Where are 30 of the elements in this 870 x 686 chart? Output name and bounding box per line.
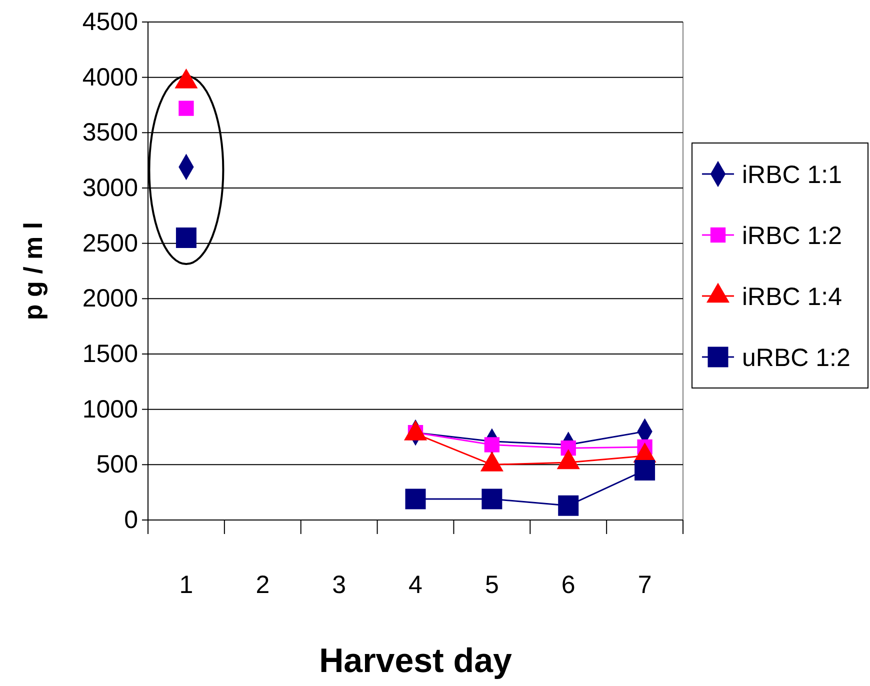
legend-label: iRBC 1:1 (742, 161, 842, 189)
x-tick-label: 5 (484, 571, 499, 599)
y-tick-label: 1500 (82, 340, 138, 368)
legend-label: uRBC 1:2 (742, 344, 850, 372)
x-axis-title: Harvest day (319, 642, 512, 680)
point (405, 488, 426, 510)
x-tick-label: 3 (332, 571, 346, 599)
point (484, 437, 500, 452)
y-tick-label: 0 (124, 506, 138, 534)
point (178, 100, 194, 116)
y-tick-label: 3000 (82, 174, 138, 202)
x-tick-label: 1 (179, 571, 194, 599)
x-tick-label: 4 (408, 571, 423, 599)
legend-label: iRBC 1:4 (742, 283, 842, 311)
point (558, 495, 579, 516)
y-tick-label: 4500 (82, 8, 138, 36)
x-tick-label: 6 (561, 571, 576, 599)
point (176, 228, 196, 248)
point (482, 488, 502, 510)
point (634, 460, 656, 480)
y-tick-label: 3500 (82, 118, 138, 147)
y-tick-label: 4000 (82, 63, 138, 92)
y-tick-label: 1000 (82, 395, 138, 424)
y-axis-title: p g / m l (18, 222, 48, 320)
x-tick-label: 2 (256, 571, 270, 599)
y-tick-label: 2000 (82, 284, 138, 313)
y-tick-label: 500 (96, 450, 138, 479)
legend-label: iRBC 1:2 (742, 222, 842, 250)
y-tick-label: 2500 (82, 229, 138, 258)
x-tick-label: 7 (638, 571, 652, 599)
